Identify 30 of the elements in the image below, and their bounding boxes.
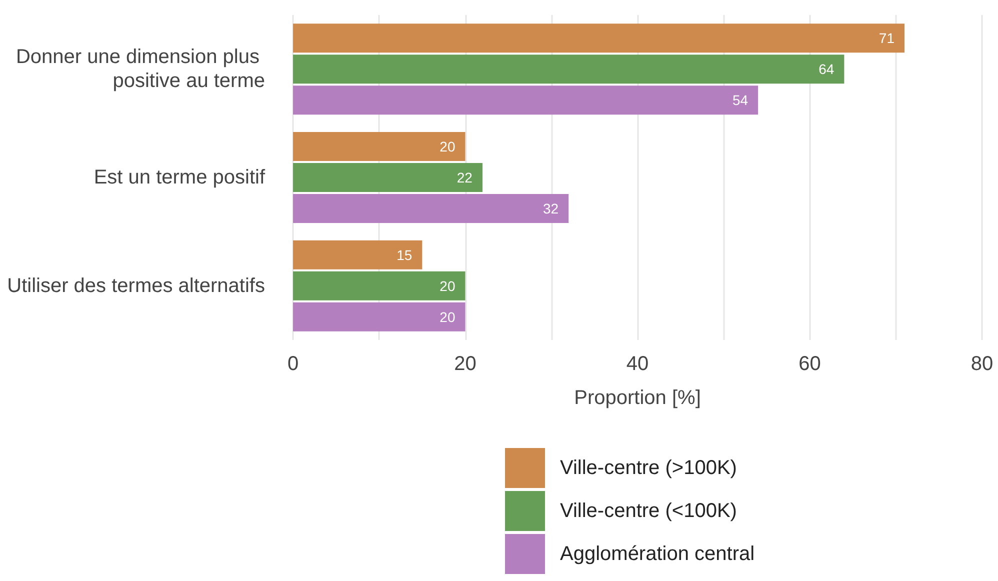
bar [293,86,758,115]
data-label: 20 [440,138,456,154]
y-tick-label: Donner une dimension plus positive au terme [16,46,265,92]
x-axis-title: Proportion [%] [574,387,701,409]
data-label: 54 [732,92,748,108]
data-label: 20 [440,278,456,294]
data-label: 20 [440,308,456,325]
x-tick-label: 20 [454,353,476,375]
data-label: 22 [456,170,473,186]
bar [293,302,466,332]
legend-label: Ville-centre (<100K) [560,500,737,522]
bar [293,271,466,300]
bar [293,54,844,84]
bar [293,132,466,161]
bar [293,24,904,53]
x-tick-label: 60 [798,353,821,375]
y-tick-label: Est un terme positif [94,166,266,188]
legend-label: Agglomération central [560,543,755,565]
x-tick-label: 80 [970,353,994,375]
bar [293,194,569,223]
x-tick-label: 0 [287,353,299,375]
data-label: 71 [878,30,895,46]
legend-label: Ville-centre (>100K) [560,457,737,479]
y-tick-label: Utiliser des termes alternatifs [7,274,265,297]
data-label: 15 [396,246,412,263]
data-label: 64 [818,61,834,78]
bar [293,240,422,270]
bar [293,163,482,192]
data-label: 32 [543,200,559,217]
x-tick-label: 40 [626,353,649,375]
